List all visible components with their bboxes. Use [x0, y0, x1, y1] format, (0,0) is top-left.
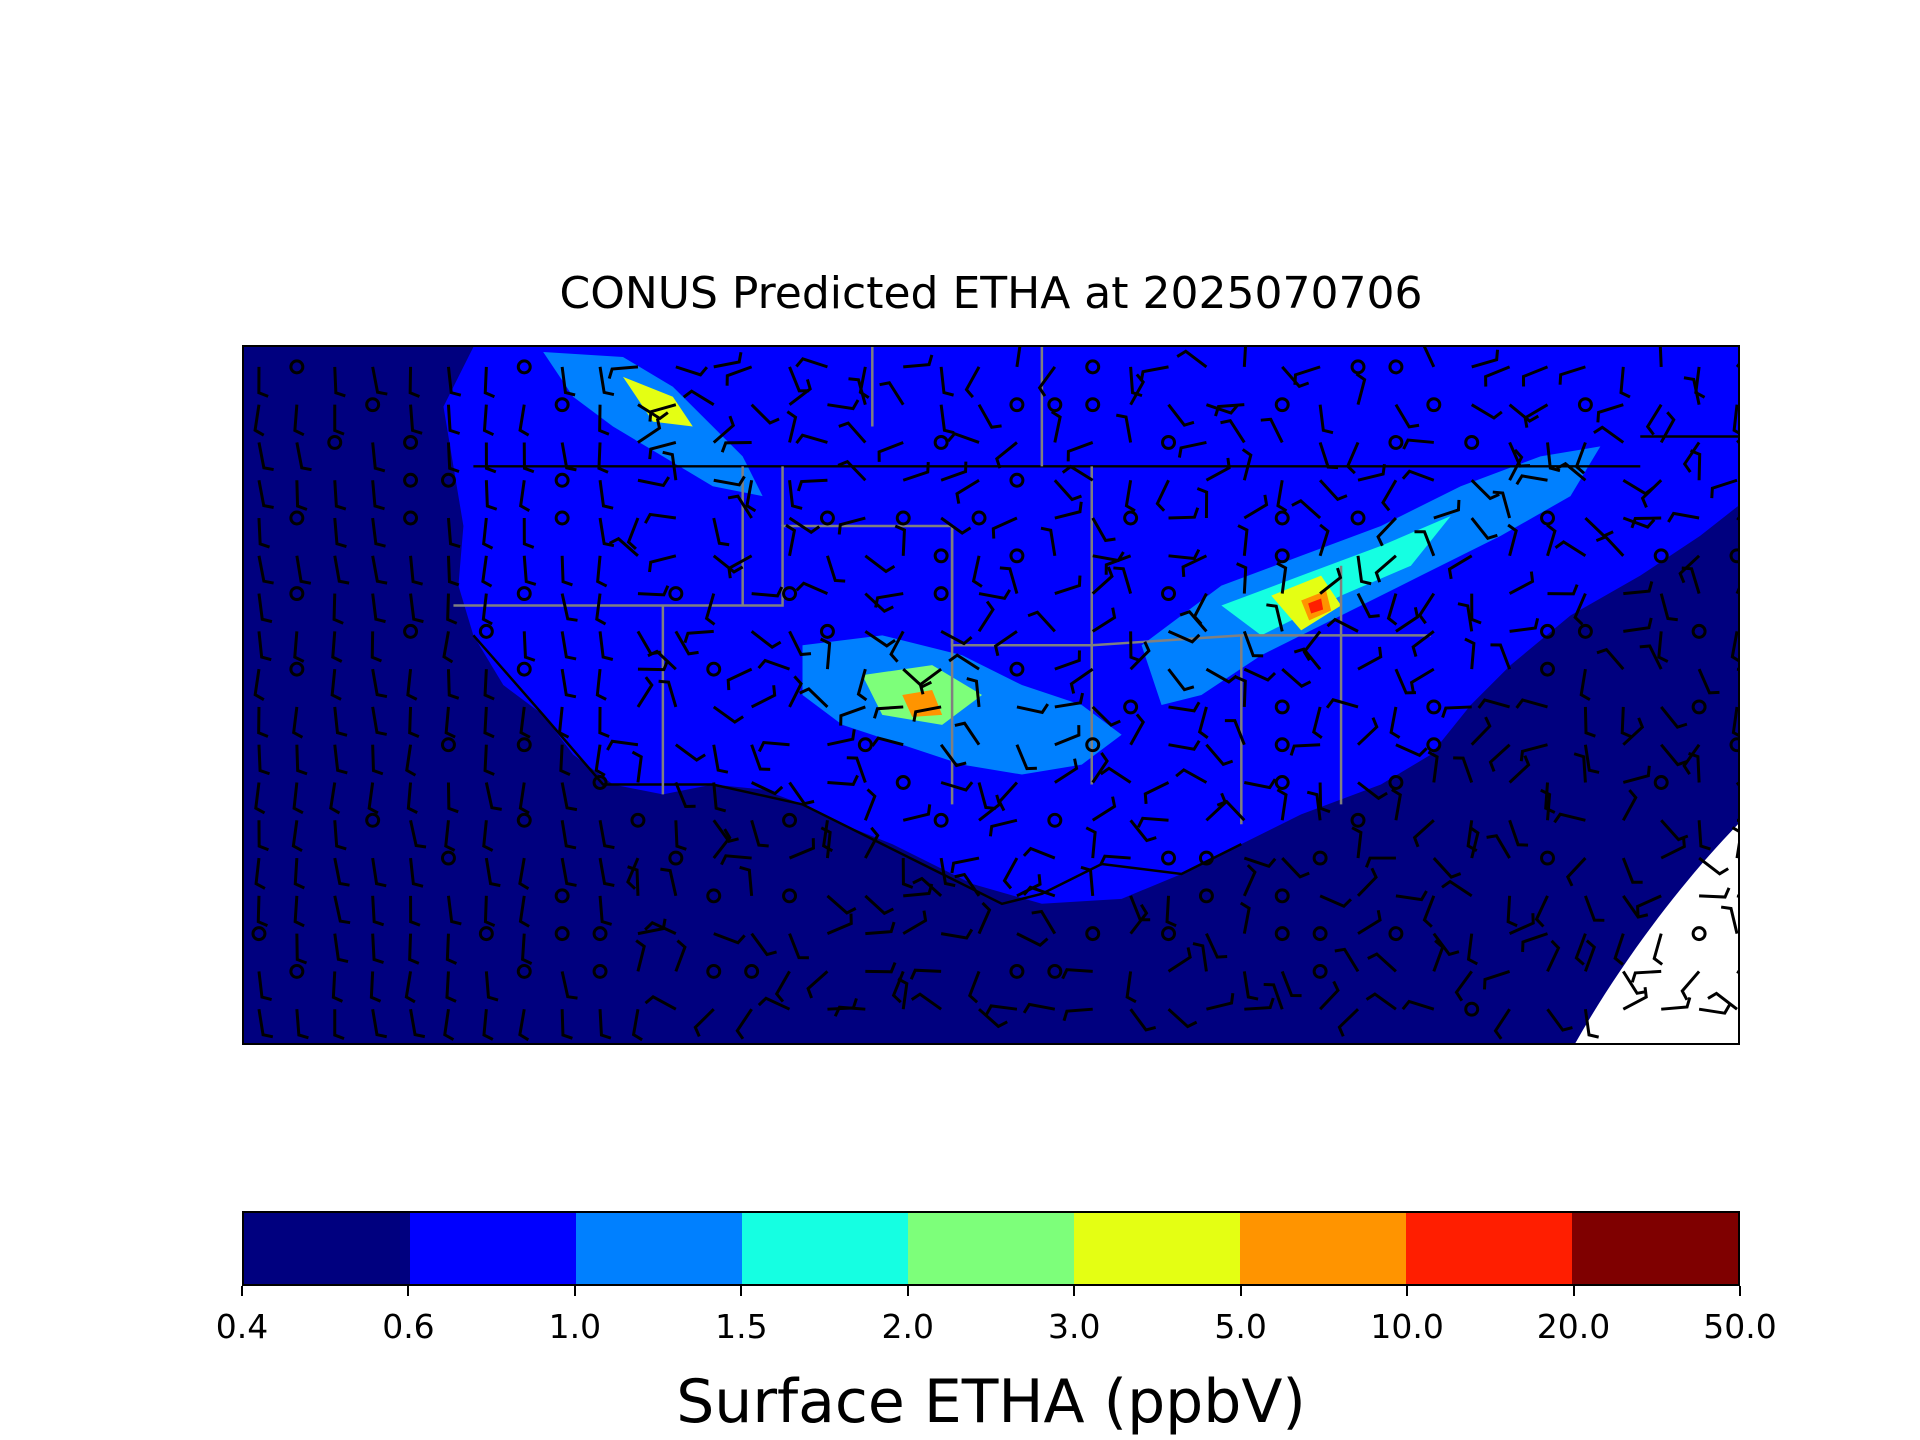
colorbar-segment: [1240, 1213, 1406, 1284]
colorbar-tick-mark: [1406, 1286, 1409, 1296]
concentration-map: [251, 347, 1738, 1043]
colorbar-tick-mark: [407, 1286, 410, 1296]
colorbar-ticks: 0.4 0.6 1.0 1.5 2.0 3.0 5.0 10.0 20.0 50.0: [216, 1286, 1777, 1346]
colorbar-tick-label: 20.0: [1536, 1307, 1611, 1346]
colorbar-segment: [1406, 1213, 1572, 1284]
map-panel: [242, 345, 1740, 1045]
colorbar-segment: [576, 1213, 742, 1284]
plume-region: [622, 376, 693, 427]
colorbar-tick-label: 1.0: [548, 1307, 602, 1346]
plume-region: [1308, 598, 1324, 614]
wind-barbs: [253, 347, 1738, 1042]
colorbar-tick-mark: [906, 1286, 909, 1296]
colorbar-tick-label: 3.0: [1047, 1307, 1101, 1346]
colorbar-segment: [1074, 1213, 1240, 1284]
colorbar-segment: [410, 1213, 576, 1284]
colorbar-tick-mark: [1572, 1286, 1575, 1296]
calm-wind-markers: [251, 359, 1738, 1017]
colorbar-tick-mark: [1239, 1286, 1242, 1296]
map-title: CONUS Predicted ETHA at 2025070706: [559, 268, 1423, 319]
colorbar-tick-label: 50.0: [1703, 1307, 1777, 1346]
colorbar-segment: [908, 1213, 1074, 1284]
colorbar-tick-label: 2.0: [881, 1307, 935, 1346]
colorbar-tick-mark: [241, 1286, 243, 1296]
no-data-region: [1575, 824, 1738, 1043]
colorbar: [242, 1211, 1740, 1286]
colorbar-segment: [244, 1213, 410, 1284]
colorbar-tick-label: 5.0: [1214, 1307, 1267, 1346]
colorbar-tick-mark: [740, 1286, 743, 1296]
colorbar-tick-mark: [1073, 1286, 1076, 1296]
plume-region: [543, 351, 763, 497]
colorbar-tick-label: 1.5: [715, 1307, 768, 1346]
colorbar-tick-label: 10.0: [1370, 1307, 1444, 1346]
colorbar-tick-mark: [1739, 1286, 1741, 1296]
colorbar-tick-label: 0.4: [215, 1307, 269, 1346]
colorbar-tick-mark: [573, 1286, 576, 1296]
colorbar-label: Surface ETHA (ppbV): [676, 1367, 1306, 1437]
colorbar-segment: [1572, 1213, 1738, 1284]
state-lines: [453, 347, 1431, 825]
country-border: [472, 435, 1738, 906]
plume-region: [1221, 516, 1451, 636]
colorbar-segment: [742, 1213, 908, 1284]
colorbar-tick-label: 0.6: [382, 1307, 435, 1346]
